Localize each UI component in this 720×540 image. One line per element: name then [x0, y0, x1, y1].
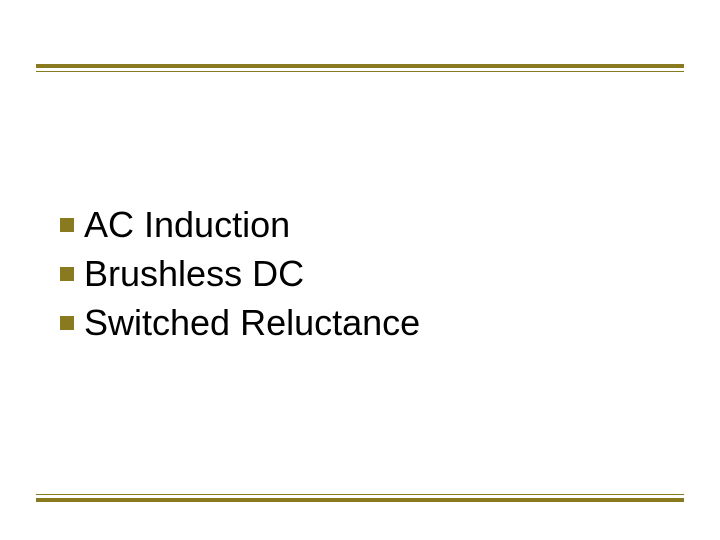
- list-item: Brushless DC: [60, 251, 420, 296]
- top-rule-thick: [36, 64, 684, 68]
- list-item: AC Induction: [60, 202, 420, 247]
- square-bullet-icon: [60, 267, 74, 281]
- list-item-text: AC Induction: [84, 202, 290, 247]
- bottom-rule-thick: [36, 498, 684, 502]
- top-rule-thin: [36, 71, 684, 72]
- bottom-rule-thin: [36, 494, 684, 495]
- list-item-text: Switched Reluctance: [84, 300, 420, 345]
- square-bullet-icon: [60, 316, 74, 330]
- bullet-list: AC Induction Brushless DC Switched Reluc…: [60, 202, 420, 349]
- square-bullet-icon: [60, 218, 74, 232]
- list-item: Switched Reluctance: [60, 300, 420, 345]
- list-item-text: Brushless DC: [84, 251, 304, 296]
- slide: AC Induction Brushless DC Switched Reluc…: [0, 0, 720, 540]
